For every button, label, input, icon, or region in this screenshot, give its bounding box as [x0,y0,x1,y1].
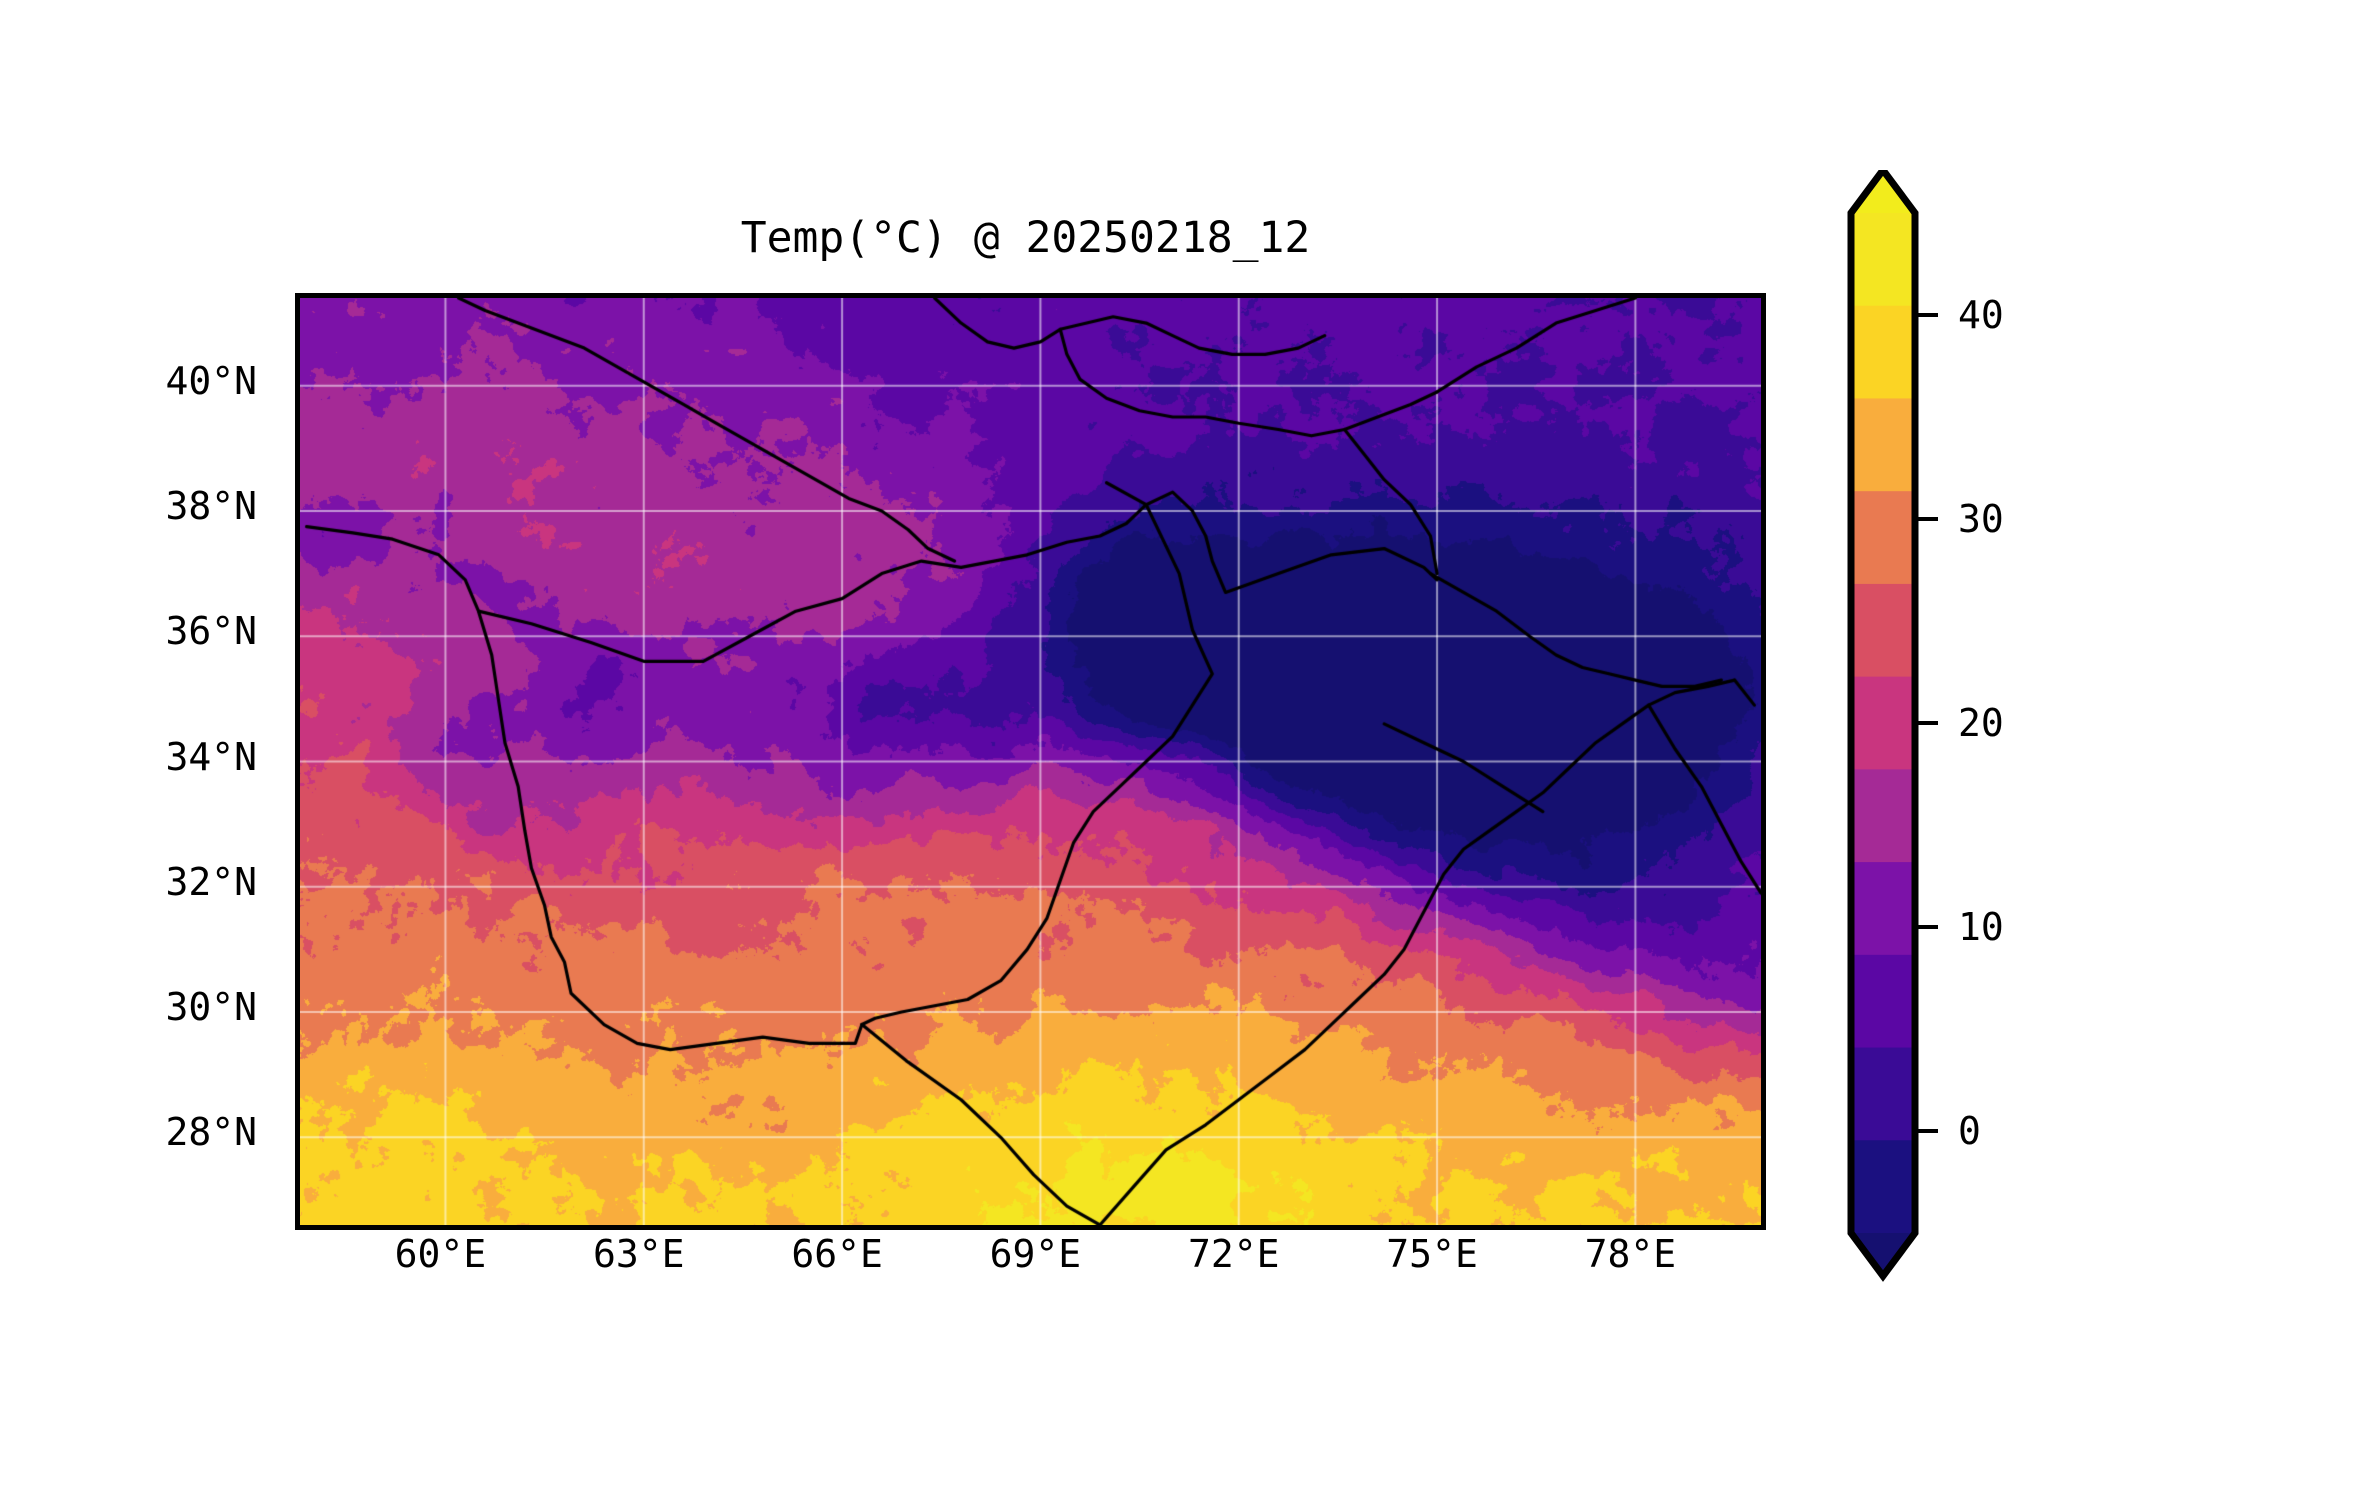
colorbar-tick-label: 30 [1958,497,2004,541]
x-tick-label: 69°E [989,1232,1082,1276]
colorbar-tick [1916,721,1938,725]
title-line-1: Temp(°C) @ 20250218_12 [740,213,1311,263]
colorbar-tick-labels: 40 30 20 10 0 [1925,170,2145,1290]
colorbar [1845,170,1935,1290]
colorbar-tick [1916,313,1938,317]
y-tick-label: 32°N [165,859,257,904]
colorbar-tick-marks [1916,170,1956,1290]
colorbar-tick [1916,517,1938,521]
x-tick-label: 60°E [394,1232,487,1276]
x-tick-label: 78°E [1584,1232,1677,1276]
colorbar-tick-label: 0 [1958,1109,1981,1153]
map-plot-area [295,293,1766,1230]
x-tick-label: 63°E [592,1232,685,1276]
temperature-field-canvas [300,298,1761,1225]
x-tick-label: 66°E [791,1232,883,1276]
y-tick-label: 28°N [165,1110,257,1155]
y-tick-label: 30°N [165,985,257,1030]
colorbar-tick [1916,925,1938,929]
x-tick-label: 72°E [1187,1232,1280,1276]
latitude-tick-labels: 40°N 38°N 36°N 34°N 32°N 30°N 28°N [0,293,275,1220]
colorbar-tick [1916,1129,1938,1133]
colorbar-svg [1847,170,1919,1282]
colorbar-tick-label: 40 [1958,293,2004,337]
longitude-tick-labels: 60°E 63°E 66°E 69°E 72°E 75°E 78°E [295,1232,1756,1292]
y-tick-label: 34°N [165,734,257,779]
y-tick-label: 36°N [165,609,257,654]
colorbar-tick-label: 10 [1958,905,2004,949]
colorbar-tick-label: 20 [1958,701,2004,745]
x-tick-label: 75°E [1386,1232,1478,1276]
y-tick-label: 40°N [165,358,257,403]
y-tick-label: 38°N [165,483,257,528]
